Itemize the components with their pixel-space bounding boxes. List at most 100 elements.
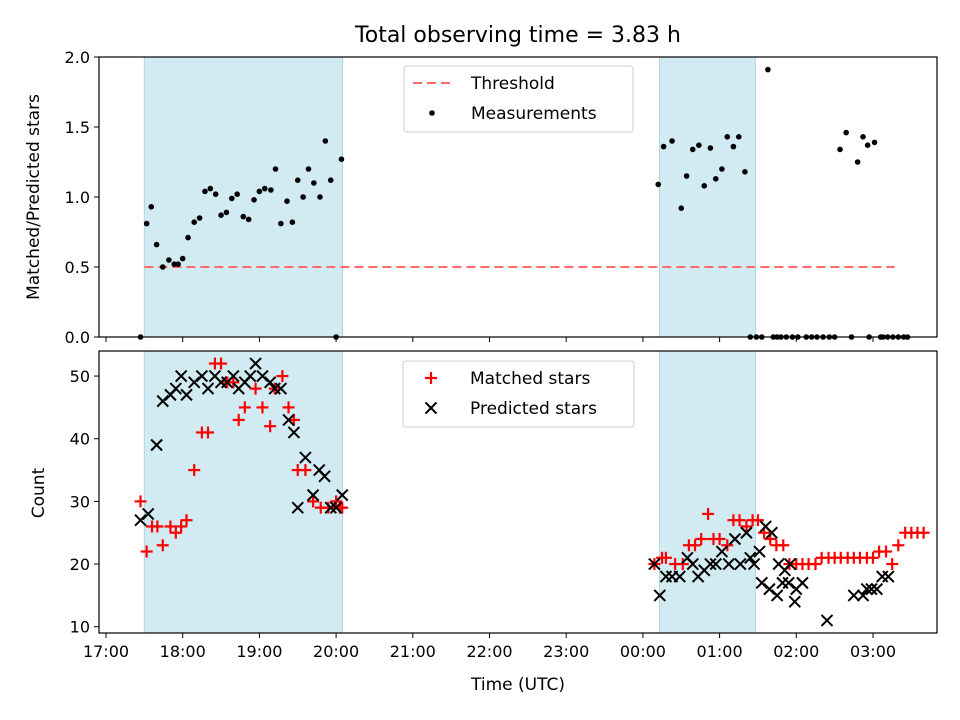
measurement-point (179, 255, 186, 262)
measurement-point (240, 213, 247, 220)
shaded-interval (659, 56, 756, 338)
measurement-point (327, 177, 334, 183)
predicted-point-b (722, 557, 736, 571)
predicted-point-b (208, 369, 222, 383)
measurement-point (289, 219, 296, 225)
top-panel: 0.00.51.01.52.0 Matched/Predicted stars … (24, 48, 938, 347)
predicted-point (765, 526, 778, 539)
measurement-point (191, 219, 198, 225)
y-tick-label: 10 (70, 618, 90, 637)
predicted-point-b (770, 589, 784, 602)
predicted-point (770, 589, 784, 602)
y-tick-label: 1.5 (65, 118, 90, 137)
shaded-interval (143, 56, 343, 338)
x-tick-label: 21:00 (390, 642, 436, 661)
bottom-y-ticks: 10 20 30 40 50 (70, 367, 99, 637)
predicted-point-b (796, 576, 809, 590)
measurement-point (251, 197, 257, 203)
bottom-x-ticks: 17:00 18:00 19:00 20:00 21:00 22:00 23:00 00:00… (83, 633, 896, 661)
y-tick-label: 0.0 (65, 328, 90, 347)
x-tick-label: 17:00 (83, 642, 129, 661)
predicted-point (141, 507, 155, 521)
measurement-point (730, 143, 737, 150)
predicted-point (263, 376, 277, 389)
predicted-point-b (249, 357, 262, 370)
x-tick-label: 20:00 (313, 642, 359, 661)
matched-point (180, 514, 193, 527)
x-tick-label: 23:00 (543, 642, 589, 661)
measurement-point (300, 194, 306, 200)
matched-point (215, 357, 228, 370)
chart-title: Total observing time = 3.83 h (354, 23, 681, 48)
predicted-point (227, 369, 240, 383)
predicted-point (306, 488, 320, 502)
predicted-point-b (201, 382, 215, 395)
predicted-point-b (865, 582, 878, 596)
matched-point (227, 376, 240, 389)
predicted-point (291, 501, 304, 514)
legend-measurement-swatch (429, 110, 435, 116)
predicted-point (728, 532, 742, 546)
predicted-point-b (747, 557, 761, 571)
measurement-point (228, 195, 235, 202)
matched-point (276, 370, 289, 383)
measurement-point (278, 220, 284, 227)
matched-point (202, 426, 215, 439)
predicted-point-b (174, 369, 188, 383)
predicted-point-b (324, 501, 337, 514)
measurement-point (311, 180, 317, 186)
predicted-point-b (740, 526, 753, 539)
measurement-point (202, 188, 208, 195)
measurement-point (864, 142, 871, 148)
matched-point (169, 526, 182, 539)
top-legend: Threshold Measurements (403, 65, 634, 133)
predicted-point (648, 557, 661, 571)
measurement-point (843, 129, 849, 136)
predicted-point (796, 576, 809, 590)
predicted-point-b (336, 488, 349, 502)
matched-point (689, 539, 702, 552)
matched-point (740, 520, 753, 533)
measurement-point (305, 166, 312, 172)
matched-point (299, 464, 312, 477)
y-tick-label: 20 (70, 555, 90, 574)
predicted-point-b (291, 501, 304, 514)
measurement-point (196, 215, 203, 221)
predicted-point-b (686, 557, 699, 571)
predicted-point (169, 382, 183, 395)
legend-label: Predicted stars (470, 399, 597, 419)
matched-point (330, 495, 343, 508)
predicted-point-b (870, 582, 884, 596)
predicted-point (715, 545, 729, 558)
x-tick-label: 00:00 (620, 642, 666, 661)
matched-point (695, 533, 708, 545)
predicted-point-b (299, 451, 312, 464)
legend-box (403, 65, 634, 133)
predicted-point (249, 357, 262, 370)
matched-point (336, 501, 349, 514)
measurement-point (660, 143, 667, 150)
matched-point (676, 558, 689, 571)
predicted-point (299, 451, 312, 464)
predicted-point (740, 526, 753, 539)
y-tick-label: 2.0 (65, 48, 90, 67)
matched-point (713, 533, 726, 545)
predicted-point (788, 595, 801, 608)
measurement-point (735, 134, 742, 140)
measurement-point (338, 156, 345, 162)
measurement-point (707, 145, 714, 151)
matched-point (232, 413, 245, 426)
predicted-point-b (195, 369, 209, 383)
measurement-point (317, 194, 323, 200)
measurement-point (268, 187, 274, 193)
predicted-point-b (227, 369, 240, 383)
count-points (134, 357, 930, 627)
predicted-point (329, 501, 343, 514)
predicted-point-b (728, 532, 742, 546)
matched-point (264, 420, 277, 433)
predicted-point (747, 557, 761, 571)
predicted-point-b (673, 570, 686, 583)
measurement-point (143, 220, 150, 227)
measurement-point (669, 138, 675, 144)
